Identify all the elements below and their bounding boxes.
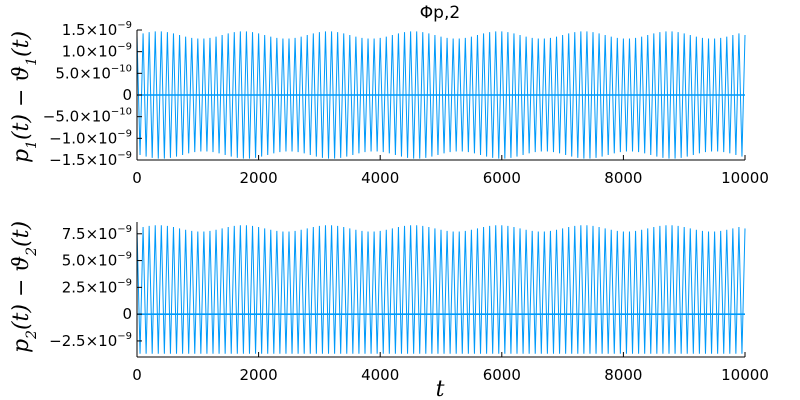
subplot-2-y-label-sub2: 2 <box>24 247 40 257</box>
y-tick-label-base: 5.0×10 <box>55 64 111 82</box>
y-tick-label-exp: −9 <box>117 150 132 161</box>
subplot-2-x-label: t <box>436 377 445 400</box>
x-tick-label: 0 <box>132 169 142 187</box>
subplot-1-y-label-t: (t) − ϑ <box>9 66 34 140</box>
svg-text:p1(t) − ϑ1(t): p1(t) − ϑ1(t) <box>9 31 40 163</box>
subplot-1-y-label: p1(t) − ϑ1(t) <box>9 31 40 163</box>
y-tick-label-base: −1.0×10 <box>49 129 117 147</box>
y-tick-label-base: 1.0×10 <box>62 43 118 61</box>
y-tick-label-exp: −9 <box>117 42 132 53</box>
y-tick-label-base: 0 <box>122 86 132 104</box>
y-tick-label: −1.0×10−9 <box>49 128 132 147</box>
subplot-2-x-ticks: 0 2000 4000 6000 8000 10000 <box>132 352 769 384</box>
subplot-1-y-label-sub1: 1 <box>24 140 40 149</box>
y-tick-label: −5.0×10−10 <box>43 107 132 126</box>
x-tick-label: 4000 <box>361 169 399 187</box>
subplot-1-x-ticks: 0 2000 4000 6000 8000 10000 <box>132 155 769 187</box>
y-tick-label-base: −5.0×10 <box>43 108 111 126</box>
svg-text:p2(t) − ϑ2(t): p2(t) − ϑ2(t) <box>9 221 40 353</box>
series-line <box>136 31 746 159</box>
y-tick-label-exp: −9 <box>117 128 132 139</box>
x-tick-label: 2000 <box>240 169 278 187</box>
x-tick-label: 6000 <box>483 366 521 384</box>
y-tick-label-exp: −9 <box>117 224 132 235</box>
x-tick-label: 8000 <box>604 169 642 187</box>
x-tick-label: 8000 <box>604 366 642 384</box>
y-tick-label-base: 0 <box>122 305 132 323</box>
subplot-2-y-label-sub1: 2 <box>24 330 40 340</box>
y-tick-label: 0 <box>122 305 132 323</box>
y-tick-label-base: −1.5×10 <box>49 151 117 169</box>
y-tick-label-base: 5.0×10 <box>62 252 118 270</box>
subplot-1-y-label-p: p <box>9 149 34 163</box>
subplot-1-y-label-sub2: 1 <box>24 57 40 66</box>
subplot-1-series <box>136 31 746 159</box>
y-tick-label: −1.5×10−9 <box>49 150 132 169</box>
y-tick-label-exp: −10 <box>111 107 132 118</box>
subplot-1-title: Φp,2 <box>420 3 460 23</box>
series-line <box>136 225 746 354</box>
y-tick-label-base: 7.5×10 <box>62 225 118 243</box>
x-tick-label: 6000 <box>483 169 521 187</box>
y-tick-label-exp: −9 <box>117 251 132 262</box>
y-tick-label-exp: −9 <box>117 20 132 31</box>
y-tick-label: 1.0×10−9 <box>62 42 132 61</box>
subplot-2-y-ticks: 7.5×10−95.0×10−92.5×10−90−2.5×10−9 <box>49 224 142 350</box>
subplot-2-y-label-t2: (t) <box>9 221 34 247</box>
y-tick-label: 2.5×10−9 <box>62 277 132 296</box>
x-tick-label: 2000 <box>240 366 278 384</box>
y-tick-label-exp: −10 <box>111 63 132 74</box>
x-tick-label: 10000 <box>721 366 769 384</box>
y-tick-label: 1.5×10−9 <box>62 20 132 39</box>
subplot-2-y-label: p2(t) − ϑ2(t) <box>9 221 40 353</box>
y-tick-label: 5.0×10−9 <box>62 251 132 270</box>
y-tick-label-exp: −9 <box>117 277 132 288</box>
subplot-2-y-label-t: (t) − ϑ <box>9 256 34 330</box>
subplot-1-y-ticks: 1.5×10−91.0×10−95.0×10−100−5.0×10−10−1.0… <box>43 20 142 169</box>
x-tick-label: 4000 <box>361 366 399 384</box>
subplot-2-series <box>136 225 746 354</box>
y-tick-label: 0 <box>122 86 132 104</box>
y-tick-label: −2.5×10−9 <box>49 331 132 350</box>
y-tick-label: 7.5×10−9 <box>62 224 132 243</box>
y-tick-label: 5.0×10−10 <box>55 63 132 82</box>
y-tick-label-base: 1.5×10 <box>62 21 118 39</box>
subplot-1: Φp,2 1.5×10−91.0×10−95.0×10−100−5.0×10−1… <box>9 3 769 187</box>
x-tick-label: 10000 <box>721 169 769 187</box>
subplot-2: 7.5×10−95.0×10−92.5×10−90−2.5×10−9 0 2000… <box>9 221 769 400</box>
y-tick-label-base: −2.5×10 <box>49 332 117 350</box>
x-tick-label: 0 <box>132 366 142 384</box>
subplot-2-y-label-p: p <box>9 339 34 353</box>
y-tick-label-exp: −9 <box>117 331 132 342</box>
y-tick-label-base: 2.5×10 <box>62 278 118 296</box>
subplot-1-y-label-t2: (t) <box>9 31 34 57</box>
